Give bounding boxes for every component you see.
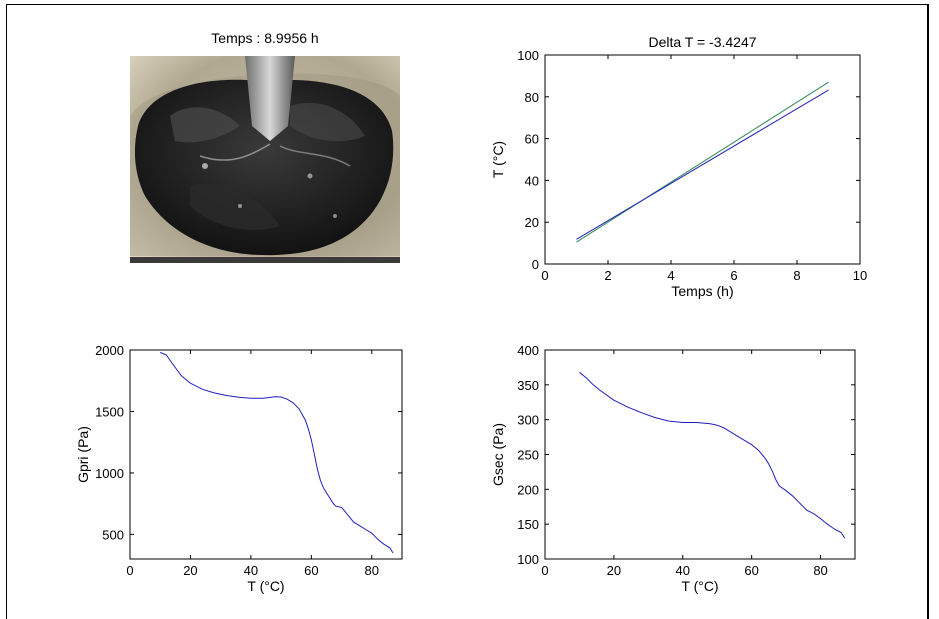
x-axis-label: Temps (h): [671, 283, 733, 299]
chart-title: Delta T = -3.4247: [648, 34, 756, 50]
x-axis-label: T (°C): [247, 578, 284, 594]
figure-frame: [6, 4, 929, 619]
y-tick-label: 60: [525, 132, 539, 147]
y-tick-label: 350: [517, 378, 539, 393]
series-line-1: [579, 371, 846, 539]
y-axis-label: Gsec (Pa): [490, 423, 506, 486]
y-tick-label: 20: [525, 215, 539, 230]
x-tick-label: 0: [541, 268, 548, 283]
x-tick-label: 0: [541, 563, 548, 578]
y-axis-label: T (°C): [490, 141, 506, 178]
sample-photo: [130, 56, 400, 263]
x-axis-label: T (°C): [681, 578, 718, 594]
x-tick-label: 80: [813, 563, 827, 578]
x-tick-label: 10: [853, 268, 867, 283]
y-tick-label: 500: [102, 527, 124, 542]
y-tick-label: 400: [517, 343, 539, 358]
x-tick-label: 60: [304, 563, 318, 578]
y-tick-label: 40: [525, 173, 539, 188]
x-tick-label: 20: [183, 563, 197, 578]
chart-3: 0 20 40 60 80 100 150 200 250 300 350 400 T (°C) Gsec…: [490, 343, 856, 594]
y-tick-label: 0: [532, 257, 539, 272]
y-tick-label: 2000: [95, 343, 124, 358]
x-tick-label: 40: [244, 563, 258, 578]
x-tick-label: 20: [607, 563, 621, 578]
x-tick-label: 2: [604, 268, 611, 283]
y-tick-label: 100: [517, 552, 539, 567]
y-tick-label: 200: [517, 482, 539, 497]
x-tick-label: 0: [126, 563, 133, 578]
x-tick-label: 8: [793, 268, 800, 283]
x-tick-label: 6: [730, 268, 737, 283]
y-tick-label: 1000: [95, 466, 124, 481]
y-axis-label: Gpri (Pa): [75, 426, 91, 483]
y-tick-label: 80: [525, 90, 539, 105]
photo-title: Temps : 8.9956 h: [211, 30, 319, 46]
y-tick-label: 100: [517, 48, 539, 63]
y-tick-label: 150: [517, 517, 539, 532]
series-line-1: [576, 81, 829, 243]
x-tick-label: 80: [365, 563, 379, 578]
y-tick-label: 1500: [95, 404, 124, 419]
plot-area: [544, 349, 856, 560]
series-line-1: [160, 352, 394, 554]
plot-area: [129, 349, 403, 560]
chart-2: 0 20 40 60 80 500 1000 1500 2000 T (°C) Gpri (Pa): [75, 343, 403, 594]
x-tick-label: 4: [667, 268, 674, 283]
x-tick-label: 60: [744, 563, 758, 578]
y-tick-label: 300: [517, 413, 539, 428]
series-line-2: [576, 89, 829, 240]
x-tick-label: 40: [676, 563, 690, 578]
y-tick-label: 250: [517, 448, 539, 463]
